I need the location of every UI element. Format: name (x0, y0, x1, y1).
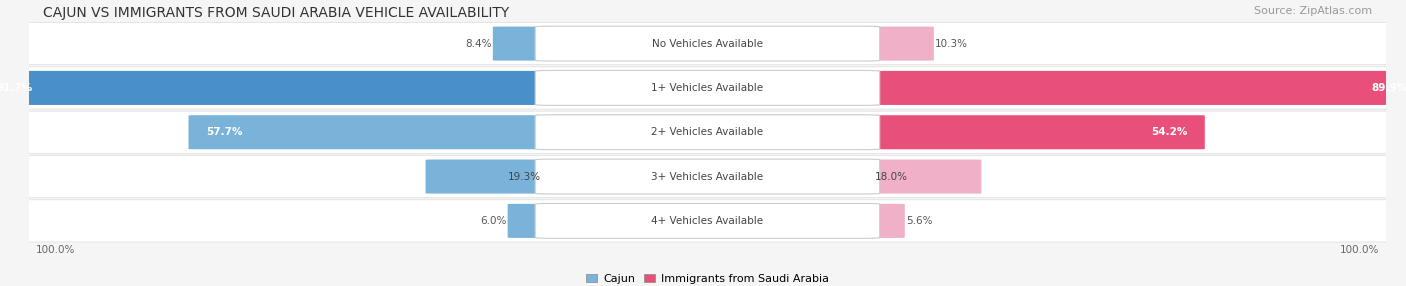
FancyBboxPatch shape (20, 23, 1395, 65)
FancyBboxPatch shape (856, 27, 934, 61)
Text: 91.7%: 91.7% (0, 83, 32, 93)
Text: 100.0%: 100.0% (1340, 245, 1379, 255)
Text: Source: ZipAtlas.com: Source: ZipAtlas.com (1254, 6, 1372, 16)
Text: 89.9%: 89.9% (1371, 83, 1406, 93)
FancyBboxPatch shape (856, 204, 905, 238)
FancyBboxPatch shape (536, 115, 880, 150)
FancyBboxPatch shape (20, 156, 1395, 198)
Text: 1+ Vehicles Available: 1+ Vehicles Available (651, 83, 763, 93)
FancyBboxPatch shape (536, 26, 880, 61)
FancyBboxPatch shape (20, 111, 1395, 153)
Text: 5.6%: 5.6% (907, 216, 932, 226)
Text: 10.3%: 10.3% (935, 39, 969, 49)
Text: 6.0%: 6.0% (479, 216, 506, 226)
Text: 54.2%: 54.2% (1150, 127, 1187, 137)
FancyBboxPatch shape (536, 159, 880, 194)
FancyBboxPatch shape (494, 27, 558, 61)
Text: 18.0%: 18.0% (875, 172, 907, 182)
Text: 100.0%: 100.0% (37, 245, 76, 255)
FancyBboxPatch shape (536, 70, 880, 105)
Legend: Cajun, Immigrants from Saudi Arabia: Cajun, Immigrants from Saudi Arabia (582, 269, 832, 286)
FancyBboxPatch shape (0, 71, 558, 105)
FancyBboxPatch shape (856, 115, 1205, 149)
Text: CAJUN VS IMMIGRANTS FROM SAUDI ARABIA VEHICLE AVAILABILITY: CAJUN VS IMMIGRANTS FROM SAUDI ARABIA VE… (42, 6, 509, 20)
FancyBboxPatch shape (508, 204, 558, 238)
Text: 3+ Vehicles Available: 3+ Vehicles Available (651, 172, 763, 182)
Text: No Vehicles Available: No Vehicles Available (652, 39, 763, 49)
Text: 57.7%: 57.7% (207, 127, 243, 137)
FancyBboxPatch shape (426, 160, 558, 194)
Text: 8.4%: 8.4% (465, 39, 492, 49)
Text: 2+ Vehicles Available: 2+ Vehicles Available (651, 127, 763, 137)
FancyBboxPatch shape (188, 115, 558, 149)
Text: 19.3%: 19.3% (508, 172, 540, 182)
Text: 4+ Vehicles Available: 4+ Vehicles Available (651, 216, 763, 226)
FancyBboxPatch shape (856, 71, 1406, 105)
FancyBboxPatch shape (856, 160, 981, 194)
FancyBboxPatch shape (536, 203, 880, 238)
FancyBboxPatch shape (20, 67, 1395, 109)
FancyBboxPatch shape (20, 200, 1395, 242)
